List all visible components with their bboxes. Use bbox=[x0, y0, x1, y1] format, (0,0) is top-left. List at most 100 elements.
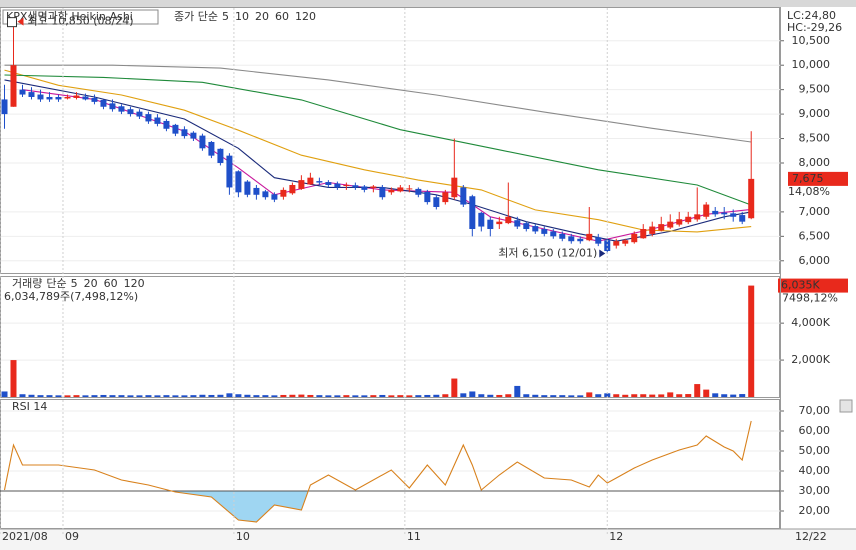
date-strip bbox=[0, 529, 856, 550]
y-tick-label: 30,00 bbox=[799, 484, 831, 497]
legend-entry: 60 bbox=[275, 10, 289, 23]
candle-body bbox=[316, 181, 323, 183]
high-arrow bbox=[17, 17, 24, 26]
candle-body bbox=[19, 89, 26, 95]
volume-bar bbox=[532, 394, 539, 397]
candle-body bbox=[289, 184, 296, 194]
volume-bar bbox=[82, 395, 89, 397]
volume-bar bbox=[244, 394, 251, 397]
candle-body bbox=[100, 99, 107, 107]
volume-bar bbox=[703, 389, 710, 397]
candle-body bbox=[460, 187, 467, 205]
candle-body bbox=[613, 241, 620, 246]
candle-body bbox=[253, 187, 260, 195]
volume-bar bbox=[298, 394, 305, 397]
candle-body bbox=[397, 187, 404, 192]
volume-bar bbox=[343, 395, 350, 397]
volume-bar bbox=[415, 395, 422, 397]
volume-bar bbox=[613, 394, 620, 397]
candle-body bbox=[28, 92, 35, 97]
volume-bar bbox=[352, 395, 359, 397]
volume-bar bbox=[262, 395, 269, 397]
volume-bar bbox=[568, 395, 575, 397]
volume-bar bbox=[442, 394, 449, 397]
candle-body bbox=[343, 184, 350, 186]
volume-bar bbox=[289, 394, 296, 397]
volume-bar bbox=[226, 393, 233, 397]
candle-body bbox=[631, 233, 638, 243]
candle-body bbox=[307, 177, 314, 185]
candle-body bbox=[46, 96, 53, 100]
candle-body bbox=[388, 189, 395, 193]
volume-bar bbox=[37, 395, 44, 397]
x-tick-label: 2021/08 bbox=[2, 530, 48, 543]
high-marker bbox=[6, 17, 17, 28]
volume-bar bbox=[586, 392, 593, 397]
volume-bar bbox=[190, 395, 197, 397]
legend-entry: 5 bbox=[222, 10, 229, 23]
volume-bar bbox=[496, 394, 503, 397]
candle-body bbox=[325, 182, 332, 185]
y-tick-label: 7,000 bbox=[799, 205, 831, 218]
candle-body bbox=[622, 240, 629, 244]
lc-text: LC:24,80 bbox=[787, 9, 836, 22]
candle-body bbox=[694, 214, 701, 220]
candle-body bbox=[442, 192, 449, 203]
volume-bar bbox=[640, 394, 647, 397]
candle-body bbox=[118, 106, 125, 112]
panel-button[interactable] bbox=[839, 399, 853, 413]
volume-bar bbox=[163, 395, 170, 397]
legend-entry: 120 bbox=[124, 277, 145, 290]
candle-body bbox=[568, 236, 575, 242]
candle-body bbox=[676, 219, 683, 225]
volume-bar bbox=[145, 395, 152, 397]
candle-body bbox=[244, 181, 251, 195]
volume-bar bbox=[460, 393, 467, 397]
candle-body bbox=[190, 132, 197, 139]
candle-body bbox=[154, 117, 161, 124]
candle-body bbox=[487, 219, 494, 229]
volume-bar bbox=[235, 394, 242, 397]
volume-bar bbox=[424, 394, 431, 397]
chart-title: RSI 14 bbox=[12, 400, 47, 413]
volume-bar bbox=[19, 394, 26, 397]
y-tick-label: 6,500 bbox=[799, 229, 831, 242]
volume-bar bbox=[154, 395, 161, 397]
volume-bar bbox=[127, 395, 134, 397]
candle-body bbox=[37, 94, 44, 100]
candle-body bbox=[64, 96, 71, 99]
candle-body bbox=[514, 220, 521, 227]
candle-body bbox=[73, 95, 80, 98]
volume-bar bbox=[271, 395, 278, 397]
candle-body bbox=[127, 109, 134, 115]
volume-bar bbox=[172, 395, 179, 397]
volume-bar bbox=[523, 394, 530, 397]
volume-bar bbox=[280, 394, 287, 397]
candle-body bbox=[523, 223, 530, 229]
volume-bar bbox=[109, 395, 116, 397]
candle-body bbox=[55, 96, 62, 100]
y-tick-label: 8,500 bbox=[799, 132, 831, 145]
volume-bar bbox=[595, 394, 602, 397]
volume-bar bbox=[649, 394, 656, 397]
candle-body bbox=[163, 120, 170, 129]
candle-body bbox=[271, 194, 278, 200]
volume-bar bbox=[28, 394, 35, 397]
volume-bar bbox=[433, 394, 440, 397]
candle-body bbox=[208, 141, 215, 156]
volume-bar bbox=[199, 394, 206, 397]
ma-label: 단순 bbox=[46, 277, 66, 290]
volume-bar bbox=[55, 395, 62, 397]
candle-body bbox=[721, 212, 728, 215]
title-box bbox=[2, 9, 159, 25]
y-tick-label: 6,000 bbox=[799, 254, 831, 267]
candle-body bbox=[370, 186, 377, 188]
last-date: 12/22 bbox=[795, 530, 827, 543]
candle-body bbox=[559, 233, 566, 239]
candle-body bbox=[685, 216, 692, 223]
legend-entry: 120 bbox=[295, 10, 316, 23]
candle-body bbox=[280, 189, 287, 197]
volume-bar bbox=[622, 394, 629, 397]
volume-bar bbox=[370, 395, 377, 397]
